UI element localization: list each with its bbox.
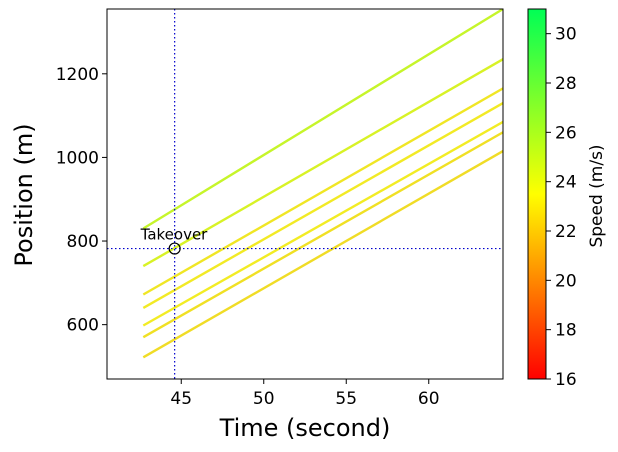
- colorbar-tick-label: 24: [555, 173, 577, 193]
- colorbar-tick-label: 30: [555, 25, 577, 45]
- x-tick-label: 50: [253, 389, 275, 409]
- series-line-5: [142, 120, 503, 327]
- colorbar-tick-label: 28: [555, 74, 577, 94]
- takeover-annotation: Takeover: [140, 226, 209, 244]
- colorbar-tick-label: 22: [555, 222, 577, 242]
- y-tick-label: 1200: [56, 65, 99, 85]
- x-tick-label: 55: [335, 389, 357, 409]
- takeover-marker: [168, 242, 181, 255]
- colorbar-tick-label: 20: [555, 271, 577, 291]
- series-group: [142, 9, 503, 359]
- colorbar-tick-label: 16: [555, 370, 577, 390]
- x-tick-label: 60: [418, 389, 440, 409]
- y-tick-label: 600: [67, 316, 99, 336]
- y-axis-label: Position (m): [10, 123, 38, 266]
- series-line-4: [142, 102, 503, 309]
- series-line-1: [142, 9, 503, 230]
- y-tick-label: 800: [67, 232, 99, 252]
- plot-area: 45 50 55 60 600 800 1000 1200: [56, 8, 504, 409]
- x-axis-label: Time (second): [219, 414, 391, 442]
- series-line-6: [142, 131, 503, 339]
- series-line-2: [142, 58, 503, 268]
- plot-frame: [106, 8, 504, 380]
- colorbar-gradient: [527, 8, 547, 380]
- colorbar-label: Speed (m/s): [587, 144, 607, 247]
- series-line-3: [142, 87, 503, 296]
- colorbar: 16 18 20 22 24 26 28 30: [527, 8, 577, 390]
- y-tick-label: 1000: [56, 148, 99, 168]
- x-tick-label: 45: [170, 389, 192, 409]
- colorbar-tick-label: 26: [555, 123, 577, 143]
- series-line-7: [142, 150, 503, 359]
- colorbar-tick-label: 18: [555, 321, 577, 341]
